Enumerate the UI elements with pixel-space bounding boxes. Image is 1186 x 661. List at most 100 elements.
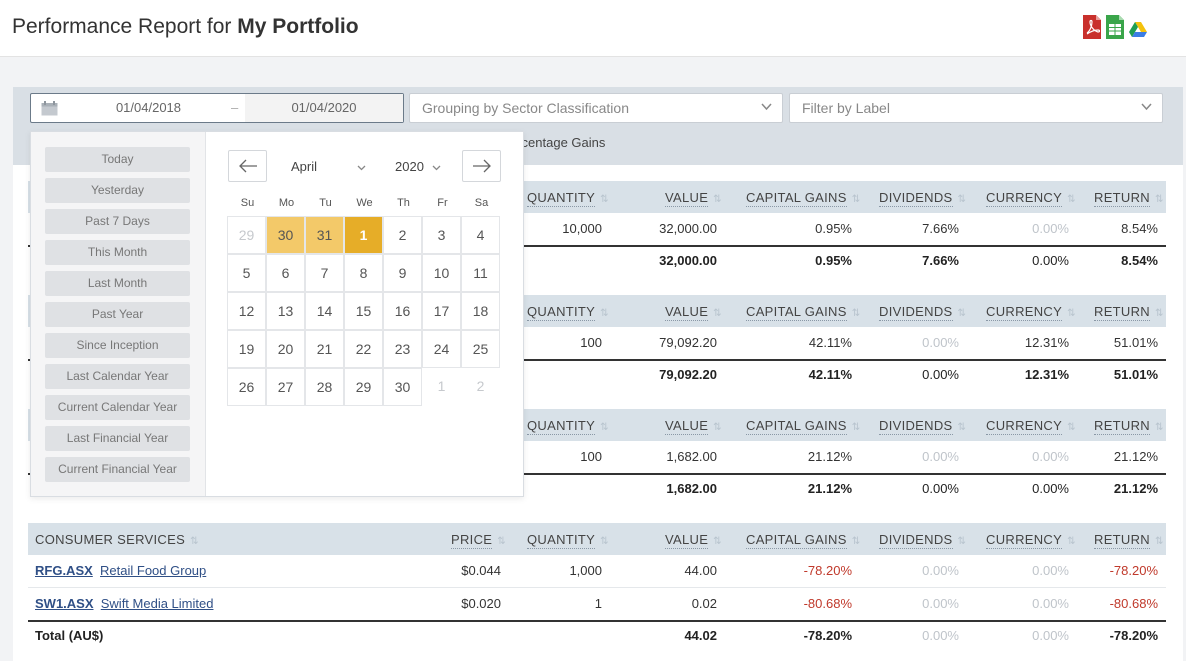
col-dividends[interactable]: DIVIDENDS ⇅ xyxy=(879,418,967,435)
calendar-day-in-range[interactable]: 31 xyxy=(305,216,344,254)
preset-current-financial-year[interactable]: Current Financial Year xyxy=(45,457,190,482)
holding-code-link[interactable]: SW1.ASX xyxy=(35,596,94,611)
label-filter-select[interactable]: Filter by Label xyxy=(789,93,1163,123)
preset-past-7-days[interactable]: Past 7 Days xyxy=(45,209,190,234)
col-capital-gains[interactable]: CAPITAL GAINS ⇅ xyxy=(746,418,861,435)
calendar-icon xyxy=(41,101,58,116)
weekday-label: Tu xyxy=(319,197,332,209)
preset-yesterday[interactable]: Yesterday xyxy=(45,178,190,203)
cell-value: 0.02 xyxy=(691,596,717,611)
col-quantity[interactable]: QUANTITY ⇅ xyxy=(527,418,609,435)
calendar-day[interactable]: 15 xyxy=(344,292,383,330)
total-currency: 12.31% xyxy=(1024,367,1069,382)
calendar-day-in-range[interactable]: 30 xyxy=(266,216,305,254)
calendar-day[interactable]: 22 xyxy=(344,330,383,368)
col-return[interactable]: RETURN ⇅ xyxy=(1094,190,1164,207)
pdf-export-icon[interactable] xyxy=(1082,14,1102,40)
col-return[interactable]: RETURN ⇅ xyxy=(1094,532,1164,549)
col-return[interactable]: RETURN ⇅ xyxy=(1094,304,1164,321)
calendar-day[interactable]: 21 xyxy=(305,330,344,368)
col-quantity[interactable]: QUANTITY ⇅ xyxy=(527,190,609,207)
cell-capital-gains: -78.20% xyxy=(803,563,852,578)
col-capital-gains[interactable]: CAPITAL GAINS ⇅ xyxy=(746,304,861,321)
calendar-day[interactable]: 26 xyxy=(227,368,266,406)
preset-last-calendar-year[interactable]: Last Calendar Year xyxy=(45,364,190,389)
calendar-day[interactable]: 11 xyxy=(461,254,500,292)
cell-price: $0.020 xyxy=(461,596,501,611)
calendar-day[interactable]: 2 xyxy=(461,368,500,406)
prev-month-button[interactable] xyxy=(228,150,267,182)
holding-name-link[interactable]: Swift Media Limited xyxy=(100,596,214,611)
grouping-select[interactable]: Grouping by Sector Classification xyxy=(409,93,783,123)
col-capital-gains[interactable]: CAPITAL GAINS ⇅ xyxy=(746,532,861,549)
preset-since-inception[interactable]: Since Inception xyxy=(45,333,190,358)
calendar-day[interactable]: 6 xyxy=(266,254,305,292)
col-value[interactable]: VALUE ⇅ xyxy=(665,532,722,549)
col-dividends[interactable]: DIVIDENDS ⇅ xyxy=(879,190,967,207)
preset-current-calendar-year[interactable]: Current Calendar Year xyxy=(45,395,190,420)
preset-last-month[interactable]: Last Month xyxy=(45,271,190,296)
next-month-button[interactable] xyxy=(462,150,501,182)
col-price[interactable]: PRICE ⇅ xyxy=(451,532,506,549)
col-value[interactable]: VALUE ⇅ xyxy=(665,304,722,321)
col-dividends[interactable]: DIVIDENDS ⇅ xyxy=(879,304,967,321)
month-select[interactable]: April xyxy=(291,159,366,174)
date-range-input[interactable]: 01/04/2018 – 01/04/2020 xyxy=(30,93,404,123)
calendar-day[interactable]: 27 xyxy=(266,368,305,406)
calendar-day[interactable]: 25 xyxy=(461,330,500,368)
col-quantity[interactable]: QUANTITY ⇅ xyxy=(527,304,609,321)
col-return[interactable]: RETURN ⇅ xyxy=(1094,418,1164,435)
cell-currency: 12.31% xyxy=(1024,335,1069,350)
calendar-day[interactable]: 14 xyxy=(305,292,344,330)
calendar-day[interactable]: 4 xyxy=(461,216,500,254)
holding-code-link[interactable]: RFG.ASX xyxy=(35,563,93,578)
calendar-day[interactable]: 20 xyxy=(266,330,305,368)
col-value[interactable]: VALUE ⇅ xyxy=(665,190,722,207)
preset-this-month[interactable]: This Month xyxy=(45,240,190,265)
calendar-day-selected[interactable]: 1 xyxy=(344,216,383,254)
calendar-day[interactable]: 30 xyxy=(383,368,422,406)
date-from-field[interactable]: 01/04/2018 xyxy=(115,100,182,115)
col-sector[interactable]: CONSUMER SERVICES ⇅ xyxy=(35,532,199,547)
calendar-day[interactable]: 18 xyxy=(461,292,500,330)
calendar-day[interactable]: 28 xyxy=(305,368,344,406)
col-value[interactable]: VALUE ⇅ xyxy=(665,418,722,435)
calendar-day[interactable]: 13 xyxy=(266,292,305,330)
calendar-day[interactable]: 12 xyxy=(227,292,266,330)
total-divider xyxy=(28,620,1166,622)
calendar-day[interactable]: 17 xyxy=(422,292,461,330)
preset-last-financial-year[interactable]: Last Financial Year xyxy=(45,426,190,451)
calendar-day[interactable]: 23 xyxy=(383,330,422,368)
total-currency: 0.00% xyxy=(1032,253,1069,268)
preset-today[interactable]: Today xyxy=(45,147,190,172)
calendar-day[interactable]: 2 xyxy=(383,216,422,254)
calendar-day[interactable]: 9 xyxy=(383,254,422,292)
google-drive-icon[interactable] xyxy=(1128,14,1148,40)
spreadsheet-export-icon[interactable] xyxy=(1105,14,1125,40)
col-dividends[interactable]: DIVIDENDS ⇅ xyxy=(879,532,967,549)
calendar-day[interactable]: 29 xyxy=(344,368,383,406)
calendar-day[interactable]: 1 xyxy=(422,368,461,406)
total-return: 51.01% xyxy=(1113,367,1158,382)
col-capital-gains[interactable]: CAPITAL GAINS ⇅ xyxy=(746,190,861,207)
calendar-day[interactable]: 3 xyxy=(422,216,461,254)
col-currency[interactable]: CURRENCY ⇅ xyxy=(986,304,1076,321)
year-select[interactable]: 2020 xyxy=(395,159,441,174)
calendar-day[interactable]: 19 xyxy=(227,330,266,368)
calendar-day[interactable]: 16 xyxy=(383,292,422,330)
holding-name-link[interactable]: Retail Food Group xyxy=(100,563,207,578)
percentage-gains-option[interactable]: ercentage Gains xyxy=(510,135,606,150)
col-quantity[interactable]: QUANTITY ⇅ xyxy=(527,532,609,549)
col-currency[interactable]: CURRENCY ⇅ xyxy=(986,532,1076,549)
col-currency[interactable]: CURRENCY ⇅ xyxy=(986,190,1076,207)
col-currency[interactable]: CURRENCY ⇅ xyxy=(986,418,1076,435)
date-to-field[interactable]: 01/04/2020 xyxy=(245,94,403,122)
calendar-day[interactable]: 29 xyxy=(227,216,266,254)
page-header: Performance Report for My Portfolio xyxy=(0,0,1186,57)
preset-past-year[interactable]: Past Year xyxy=(45,302,190,327)
calendar-day[interactable]: 10 xyxy=(422,254,461,292)
calendar-day[interactable]: 5 xyxy=(227,254,266,292)
calendar-day[interactable]: 8 xyxy=(344,254,383,292)
calendar-day[interactable]: 7 xyxy=(305,254,344,292)
calendar-day[interactable]: 24 xyxy=(422,330,461,368)
